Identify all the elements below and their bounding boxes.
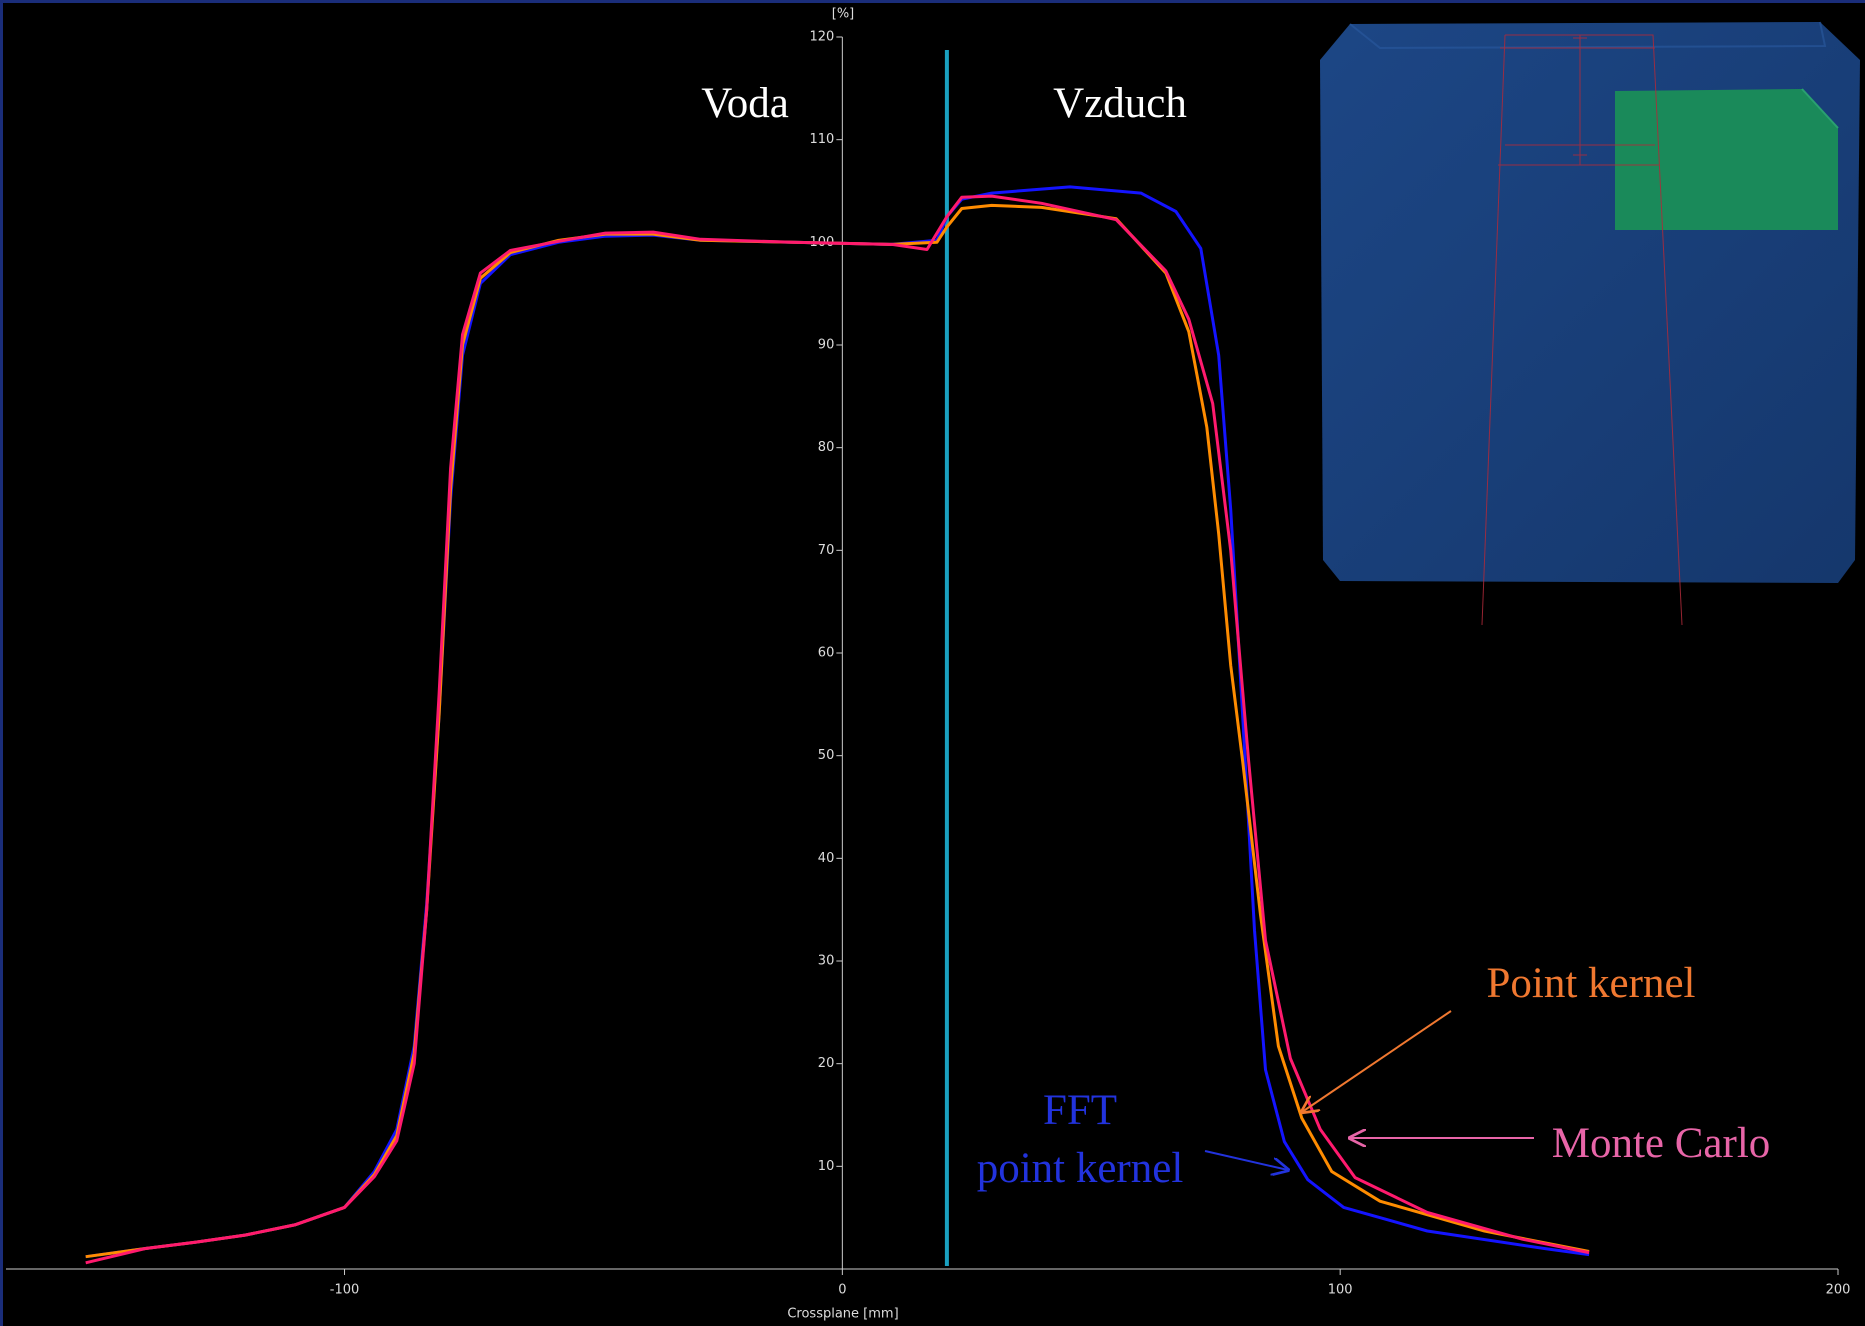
y-tick-label: 10 (818, 1159, 835, 1174)
annotation: FFT (1043, 1087, 1117, 1134)
y-tick-label: 30 (818, 954, 835, 969)
y-tick-label: 20 (818, 1056, 835, 1071)
y-axis-label: [%] (832, 7, 855, 22)
region-label: Vzduch (1053, 80, 1187, 127)
chart: [%] Crossplane [mm] Voda Vzduch 10 20 30 40… (0, 0, 1865, 1326)
x-tick-label: 0 (838, 1283, 846, 1298)
x-tick-label: 100 (1328, 1283, 1353, 1298)
y-tick-label: 90 (818, 338, 835, 353)
x-axis-label: Crossplane [mm] (787, 1307, 898, 1322)
x-tick-label: -100 (330, 1283, 360, 1298)
annotation: Monte Carlo (1552, 1120, 1771, 1167)
y-tick-label: 70 (818, 543, 835, 558)
x-tick-label: 200 (1826, 1283, 1851, 1298)
annotation: point kernel (977, 1145, 1184, 1192)
y-tick-label: 60 (818, 646, 835, 661)
annotation: Point kernel (1487, 960, 1696, 1007)
y-tick-label: 40 (818, 851, 835, 866)
inset-3d-view (1320, 22, 1860, 625)
y-tick-label: 80 (818, 440, 835, 455)
y-tick-label: 110 (810, 132, 835, 147)
y-tick-label: 120 (810, 30, 835, 45)
y-tick-label: 50 (818, 748, 835, 763)
region-label: Voda (701, 80, 789, 127)
